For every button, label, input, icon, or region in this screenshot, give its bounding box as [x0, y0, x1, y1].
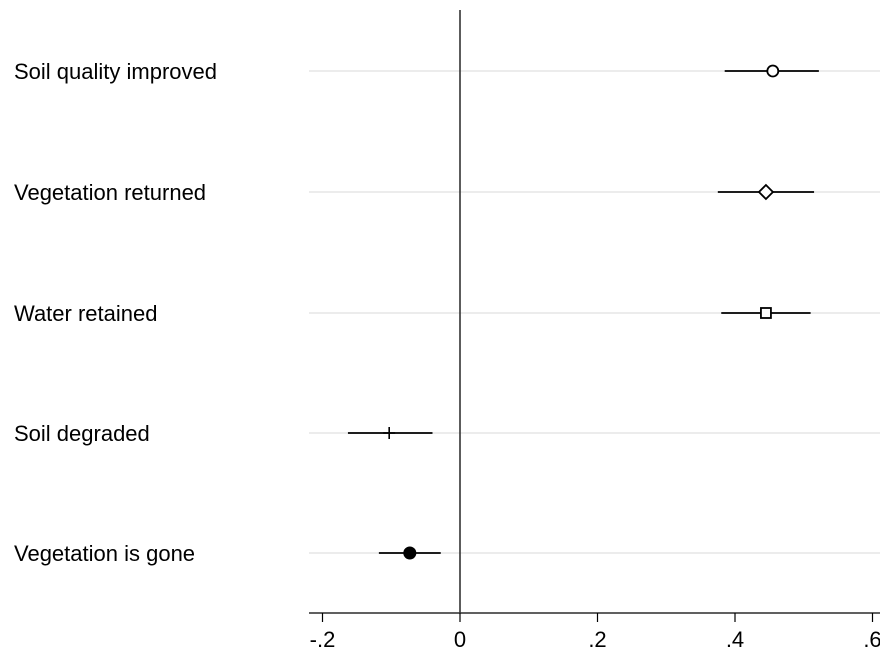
x-axis: -.2 0 .2 .4 .6 — [309, 612, 880, 652]
category-label: Water retained — [14, 301, 157, 326]
category-label: Soil quality improved — [14, 59, 217, 84]
data-marks — [347, 64, 819, 560]
x-tick-label: -.2 — [310, 627, 336, 652]
x-tick-label: .4 — [726, 627, 744, 652]
point-estimate — [403, 546, 417, 560]
category-labels: Soil quality improved Vegetation returned… — [14, 59, 217, 566]
point-estimate — [757, 183, 775, 201]
category-label: Vegetation is gone — [14, 541, 195, 566]
point-estimate — [760, 307, 772, 319]
x-tick-label: .6 — [863, 627, 880, 652]
category-label: Vegetation returned — [14, 180, 206, 205]
x-tick-label: .2 — [588, 627, 606, 652]
category-label: Soil degraded — [14, 421, 150, 446]
gridlines — [309, 70, 880, 554]
x-tick-label: 0 — [454, 627, 466, 652]
point-estimate — [766, 64, 780, 78]
